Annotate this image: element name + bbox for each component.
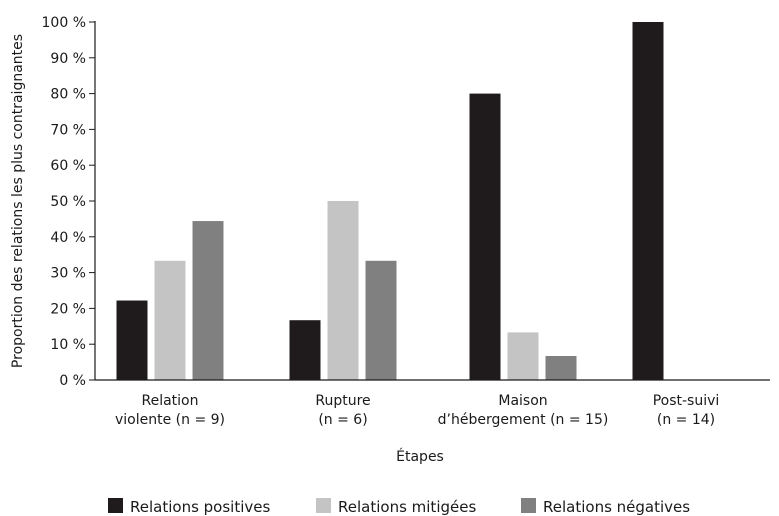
legend: Relations positives Relations mitigées Rel… [108, 498, 690, 516]
legend-label: Relations mitigées [338, 498, 476, 516]
legend-label: Relations négatives [543, 498, 690, 516]
x-tick-label: Post-suivi (n = 14) [653, 393, 720, 428]
bar-relations-mitig-es-0 [154, 260, 186, 380]
bar-relations-positives-0 [116, 300, 148, 380]
legend-swatch [108, 498, 123, 513]
x-tick-label: Relation violente (n = 9) [115, 393, 225, 428]
y-tick-label: 50 % [50, 194, 86, 210]
y-tick-label: 90 % [50, 51, 86, 67]
x-axis-title: Étapes [396, 448, 444, 465]
x-axis-category-labels: Relation violente (n = 9) Rupture (n = 6) Ma… [115, 393, 719, 428]
axes [94, 21, 770, 381]
y-tick-label: 60 % [50, 158, 86, 174]
bar-relations-n-gatives-0 [192, 221, 224, 380]
y-tick-label: 0 % [59, 373, 86, 389]
bar-relations-mitig-es-2 [507, 332, 539, 380]
x-tick-label: Maison d’hébergement (n = 15) [438, 393, 609, 428]
y-tick-label: 70 % [50, 122, 86, 138]
bar-relations-positives-2 [469, 93, 501, 380]
y-tick-label: 80 % [50, 87, 86, 103]
y-tick-label: 30 % [50, 266, 86, 282]
legend-swatch [521, 498, 536, 513]
legend-swatch [316, 498, 331, 513]
y-axis-ticks: 0 % 10 % 20 % 30 % 40 % 50 % 60 % 70 % 80 % 90 % 1… [42, 15, 95, 389]
y-tick-label: 10 % [50, 337, 86, 353]
bar-relations-n-gatives-2 [545, 356, 577, 380]
y-tick-label: 20 % [50, 301, 86, 317]
bar-relations-positives-3 [632, 22, 664, 380]
bar-relations-positives-1 [289, 320, 321, 380]
bars [116, 22, 664, 380]
bar-relations-mitig-es-1 [327, 201, 359, 380]
legend-label: Relations positives [130, 498, 270, 516]
y-tick-label: 40 % [50, 230, 86, 246]
y-tick-label: 100 % [42, 15, 86, 31]
x-tick-label: Rupture (n = 6) [315, 393, 370, 428]
bar-relations-n-gatives-1 [365, 260, 397, 380]
y-axis-title: Proportion des relations les plus contra… [10, 34, 26, 368]
